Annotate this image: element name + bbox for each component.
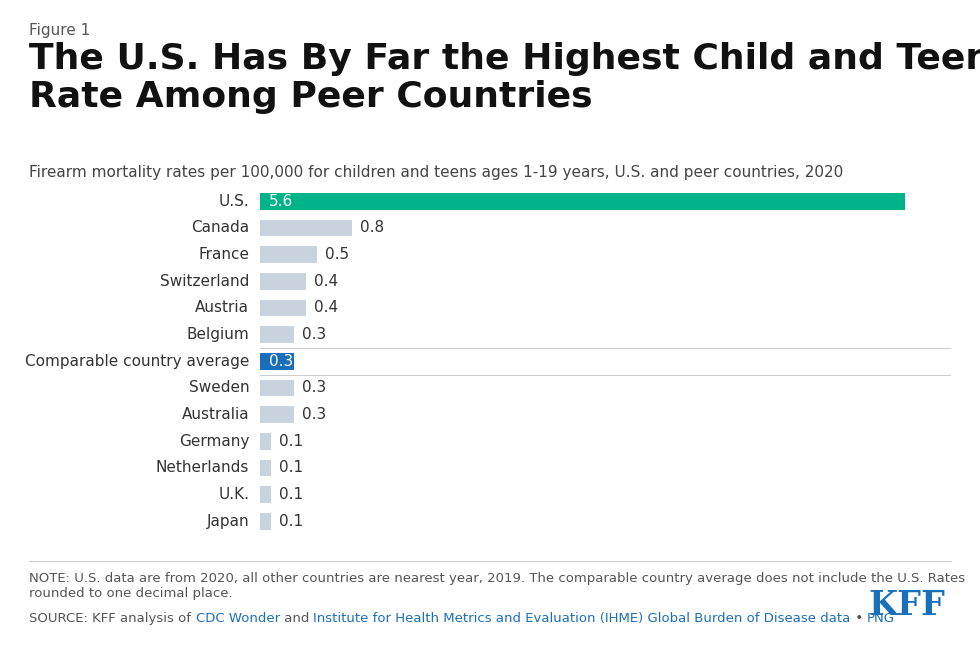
Text: Germany: Germany (179, 434, 249, 449)
Bar (260, 406, 294, 423)
Text: Canada: Canada (191, 220, 249, 235)
Text: U.S.: U.S. (219, 194, 249, 209)
Text: SOURCE: KFF analysis of: SOURCE: KFF analysis of (29, 612, 196, 625)
Text: Switzerland: Switzerland (160, 273, 249, 289)
Text: •: • (851, 612, 867, 625)
Text: Japan: Japan (207, 514, 249, 529)
Text: U.K.: U.K. (219, 487, 249, 502)
Bar (260, 327, 294, 343)
Bar (260, 433, 271, 450)
Text: Institute for Health Metrics and Evaluation (IHME) Global Burden of Disease data: Institute for Health Metrics and Evaluat… (314, 612, 851, 625)
Text: 0.8: 0.8 (360, 220, 384, 235)
Bar (260, 459, 271, 476)
Text: 0.1: 0.1 (279, 434, 304, 449)
Text: Sweden: Sweden (189, 380, 249, 395)
Text: 0.5: 0.5 (325, 247, 350, 262)
Text: Comparable country average: Comparable country average (24, 354, 249, 369)
Bar (260, 220, 352, 236)
Text: 0.4: 0.4 (314, 301, 338, 316)
Text: Firearm mortality rates per 100,000 for children and teens ages 1-19 years, U.S.: Firearm mortality rates per 100,000 for … (29, 165, 844, 180)
Text: 0.4: 0.4 (314, 273, 338, 289)
Text: Figure 1: Figure 1 (29, 23, 90, 38)
Bar (260, 299, 306, 316)
Text: Austria: Austria (195, 301, 249, 316)
Text: Belgium: Belgium (186, 327, 249, 342)
Text: and: and (279, 612, 314, 625)
Text: The U.S. Has By Far the Highest Child and Teen Firearm Mortality
Rate Among Peer: The U.S. Has By Far the Highest Child an… (29, 42, 980, 114)
Text: Australia: Australia (181, 407, 249, 422)
Bar (260, 380, 294, 396)
Text: 0.3: 0.3 (302, 407, 326, 422)
Text: 0.3: 0.3 (302, 327, 326, 342)
Text: 5.6: 5.6 (269, 194, 293, 209)
Text: KFF: KFF (869, 589, 946, 622)
Bar (260, 353, 294, 369)
Bar (260, 513, 271, 529)
Text: 0.1: 0.1 (279, 461, 304, 476)
Bar (260, 273, 306, 290)
Text: France: France (198, 247, 249, 262)
Text: 0.3: 0.3 (302, 380, 326, 395)
Bar (260, 246, 318, 263)
Bar (260, 193, 905, 209)
Text: Netherlands: Netherlands (156, 461, 249, 476)
Text: 0.3: 0.3 (269, 354, 293, 369)
Text: CDC Wonder: CDC Wonder (196, 612, 279, 625)
Text: NOTE: U.S. data are from 2020, all other countries are nearest year, 2019. The c: NOTE: U.S. data are from 2020, all other… (29, 572, 965, 599)
Text: 0.1: 0.1 (279, 487, 304, 502)
Text: PNG: PNG (867, 612, 895, 625)
Bar (260, 487, 271, 503)
Text: 0.1: 0.1 (279, 514, 304, 529)
